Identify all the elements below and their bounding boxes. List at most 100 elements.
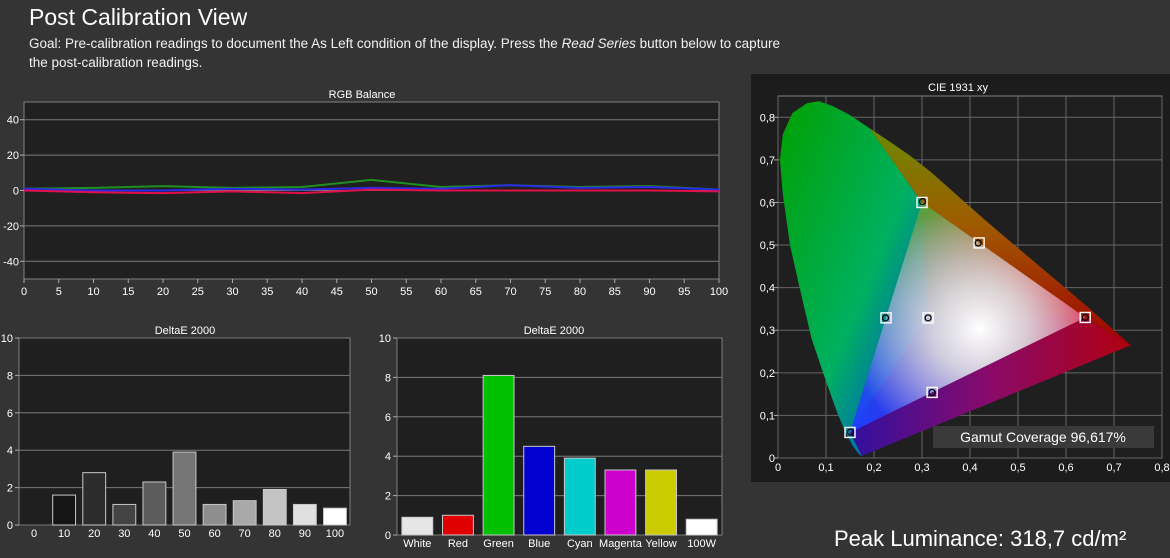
deltae-grayscale-x-axis: 0 10 20 30 40 50 60 70 80 90 100 [31, 528, 344, 540]
goal-text-suffix: button below to capture the post-calibra… [29, 36, 780, 70]
rgb-balance-y-axis: 40 20 0 -20 -40 [3, 115, 24, 268]
cie-x-tick-label: 0,3 [914, 462, 929, 474]
rgb-x-tick-label: 50 [365, 286, 377, 298]
goal-description: Goal: Pre-calibration readings to docume… [29, 34, 789, 72]
cie-x-tick-label: 0,7 [1106, 462, 1121, 474]
rgb-y-tick-label: 40 [7, 115, 19, 127]
gray-x-tick-label: 70 [239, 528, 251, 540]
gamut-coverage-label: Gamut Coverage 96,617% [960, 429, 1126, 445]
cie-x-tick-label: 0,1 [818, 462, 833, 474]
cie-target-square [880, 312, 892, 324]
cie-gamut-white-blend [850, 202, 1086, 433]
goal-text-emphasis: Read Series [561, 36, 636, 51]
rgb-y-tick-label: -20 [3, 221, 19, 233]
color-bar [563, 457, 596, 536]
deltae-color-chart: DeltaE 2000 10 8 6 4 2 0 White Red Green Blue Cya… [379, 325, 723, 550]
rgb-balance-title: RGB Balance [329, 89, 396, 101]
cie-points [844, 196, 1091, 439]
rgb-x-tick-label: 55 [400, 286, 412, 298]
gray-x-tick-label: 0 [31, 528, 37, 540]
color-bar [482, 374, 515, 536]
gray-x-tick-label: 40 [148, 528, 160, 540]
gray-y-tick-label: 6 [7, 408, 13, 420]
rgb-x-tick-label: 0 [21, 286, 27, 298]
cie-measured-point [928, 388, 936, 397]
cie-target-square [844, 426, 856, 439]
rgb-x-tick-label: 90 [643, 286, 655, 298]
rgb-x-tick-label: 15 [122, 286, 134, 298]
rgb-x-tick-label: 95 [678, 286, 690, 298]
rgb-x-tick-label: 75 [539, 286, 551, 298]
rgb-balance-x-axis: 0 5 10 15 20 25 30 35 40 45 50 55 60 65 70 75 80 85 90 95 10… [21, 279, 728, 298]
rgb-x-tick-label: 60 [435, 286, 447, 298]
cie-x-tick-label: 0,2 [866, 462, 881, 474]
deltae-grayscale-bars [52, 451, 347, 526]
rgb-series-line-1 [23, 184, 720, 192]
color-y-tick-label: 6 [385, 412, 391, 424]
rgb-x-tick-label: 70 [504, 286, 516, 298]
color-x-tick-label: Blue [528, 538, 550, 550]
color-x-tick-label: Yellow [645, 538, 676, 550]
color-y-tick-label: 0 [385, 530, 391, 542]
gray-bar [82, 472, 107, 526]
cie-target-square [973, 237, 985, 249]
color-bar [604, 469, 637, 536]
cie-y-tick-label: 0,2 [760, 368, 775, 380]
rgb-y-tick-label: 0 [13, 186, 19, 198]
rgb-x-tick-label: 30 [226, 286, 238, 298]
gray-bar [172, 451, 197, 526]
gray-x-tick-label: 80 [269, 528, 281, 540]
color-x-tick-label: Red [448, 538, 468, 550]
color-x-tick-label: Green [483, 538, 514, 550]
rgb-x-tick-label: 80 [574, 286, 586, 298]
gray-x-tick-label: 60 [208, 528, 220, 540]
cie-measured-point [846, 428, 855, 436]
cie-measured-point [1081, 313, 1089, 322]
color-y-tick-label: 10 [379, 333, 391, 345]
deltae-color-bars [401, 374, 718, 536]
rgb-balance-chart: RGB Balance 40 20 0 -20 -40 0 5 10 15 20 25 30 35 40… [3, 89, 728, 298]
gray-bar [262, 488, 287, 526]
deltae-color-x-axis: White Red Green Blue Cyan Magenta Yellow 100W [403, 538, 716, 550]
deltae-grayscale-y-axis: 10 8 6 4 2 0 [1, 333, 19, 532]
color-y-tick-label: 4 [385, 451, 391, 463]
gray-bar [142, 481, 167, 526]
gray-x-tick-label: 90 [299, 528, 311, 540]
color-x-tick-label: Cyan [567, 538, 593, 550]
cie-y-tick-label: 0,1 [760, 410, 775, 422]
rgb-balance-lines [23, 178, 720, 195]
rgb-y-tick-label: 20 [7, 150, 19, 162]
gray-y-tick-label: 10 [1, 333, 13, 345]
cie-target-square [922, 312, 934, 324]
cie-measured-point [918, 198, 927, 206]
gray-bar [232, 500, 257, 526]
color-bar [401, 516, 434, 536]
rgb-x-tick-label: 85 [609, 286, 621, 298]
cie-y-tick-label: 0 [769, 453, 775, 465]
peak-luminance-label: Peak Luminance: 318,7 cd/m² [834, 526, 1127, 551]
rgb-x-tick-label: 35 [261, 286, 273, 298]
rgb-x-tick-label: 65 [470, 286, 482, 298]
rgb-x-tick-label: 20 [157, 286, 169, 298]
rgb-series-line-2 [23, 188, 720, 195]
color-y-tick-label: 2 [385, 491, 391, 503]
color-x-tick-label: Magenta [599, 538, 643, 550]
gray-bar [202, 503, 227, 526]
color-y-tick-label: 8 [385, 372, 391, 384]
cie-target-square [1079, 311, 1091, 324]
color-bar [523, 445, 556, 536]
rgb-x-tick-label: 40 [296, 286, 308, 298]
gray-bar [292, 503, 317, 526]
rgb-x-tick-label: 100 [710, 286, 728, 298]
color-x-tick-label: White [403, 538, 431, 550]
color-x-tick-label: 100W [687, 538, 716, 550]
rgb-x-tick-label: 25 [192, 286, 204, 298]
cie-x-axis: 0 0,1 0,2 0,3 0,4 0,5 0,6 0,7 0,8 [775, 462, 1170, 474]
deltae-grayscale-title: DeltaE 2000 [155, 325, 216, 337]
cie-y-tick-label: 0,7 [760, 155, 775, 167]
cie-x-tick-label: 0,5 [1010, 462, 1025, 474]
color-bar [442, 514, 474, 536]
color-bar [685, 518, 718, 536]
